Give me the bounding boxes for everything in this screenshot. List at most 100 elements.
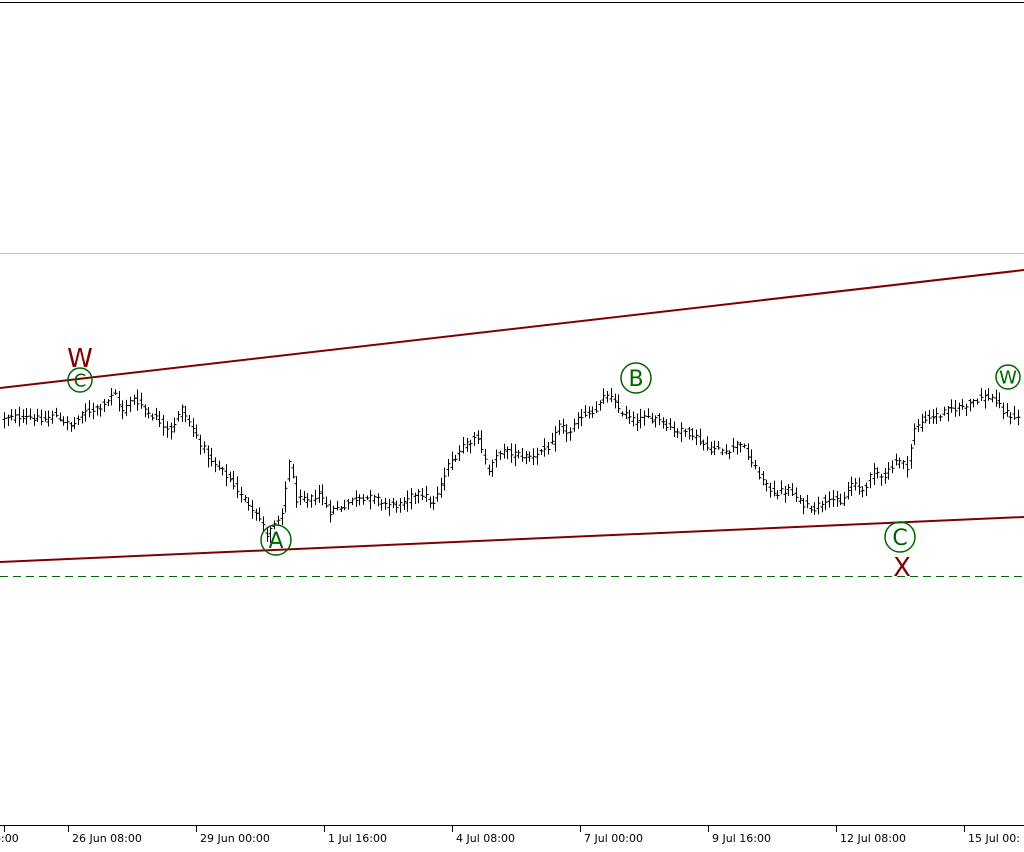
ohlc-bar xyxy=(476,430,481,444)
ohlc-bar xyxy=(709,441,714,455)
ohlc-bar xyxy=(387,499,392,516)
ohlc-bar xyxy=(550,432,555,445)
ohlc-bar xyxy=(553,426,558,452)
ohlc-bar xyxy=(165,421,170,438)
ohlc-bar xyxy=(923,411,928,424)
ohlc-bar xyxy=(46,410,51,427)
ohlc-bar xyxy=(268,526,273,543)
ohlc-bar xyxy=(561,418,566,434)
ohlc-bar xyxy=(986,388,991,401)
ohlc-bar xyxy=(868,472,873,489)
ohlc-bar xyxy=(816,496,821,515)
ohlc-bar xyxy=(809,505,814,513)
ohlc-bar xyxy=(627,409,632,424)
ohlc-bar xyxy=(942,406,947,416)
ohlc-bar xyxy=(83,403,88,422)
ohlc-bar xyxy=(905,456,910,478)
ohlc-bar xyxy=(98,403,103,417)
ohlc-bar xyxy=(535,447,540,465)
ohlc-bar xyxy=(675,428,680,438)
ohlc-bar xyxy=(139,392,144,409)
x-tick-label: 29 Jun 00:00 xyxy=(200,832,270,845)
ohlc-bar xyxy=(513,444,518,467)
ohlc-bar xyxy=(779,480,784,495)
ohlc-bar xyxy=(91,402,96,420)
ohlc-bar xyxy=(916,418,921,433)
ohlc-bar xyxy=(794,487,799,502)
ohlc-bar xyxy=(638,408,643,429)
ohlc-bar xyxy=(276,515,281,527)
ohlc-bar xyxy=(1012,405,1017,420)
ohlc-bar xyxy=(498,450,503,461)
ohlc-bar xyxy=(668,418,673,430)
ohlc-bar xyxy=(738,442,743,453)
ohlc-bar xyxy=(61,416,66,426)
ohlc-bar xyxy=(169,422,174,440)
ohlc-bar xyxy=(731,438,736,453)
ohlc-bar xyxy=(909,444,914,469)
ohlc-bar xyxy=(620,411,625,417)
ohlc-bar xyxy=(146,407,151,419)
ohlc-bar xyxy=(246,497,251,511)
ohlc-bar xyxy=(716,441,721,450)
ohlc-bar xyxy=(757,466,762,480)
ohlc-bar xyxy=(283,481,288,513)
upper-channel-line xyxy=(0,269,1024,389)
ohlc-bar xyxy=(324,496,329,508)
ohlc-bar xyxy=(424,485,429,502)
ohlc-bar xyxy=(490,459,495,478)
x-axis-ticks: 6:00 26 Jun 08:00 29 Jun 00:00 1 Jul 16:00 4… xyxy=(0,826,1020,845)
svg-text:W: W xyxy=(999,367,1017,388)
ohlc-bar xyxy=(653,415,658,428)
ohlc-bar xyxy=(587,406,592,419)
ohlc-bar xyxy=(694,429,699,446)
ohlc-bar xyxy=(901,459,906,470)
ohlc-bar xyxy=(2,412,7,429)
ohlc-bar xyxy=(927,409,932,424)
ohlc-bar xyxy=(975,398,980,405)
ohlc-bar xyxy=(457,445,462,462)
ohlc-bar xyxy=(812,502,817,515)
ohlc-bar xyxy=(257,507,262,522)
ohlc-bar xyxy=(679,422,684,442)
ohlc-bar xyxy=(842,491,847,507)
ohlc-bar xyxy=(768,482,773,498)
wave-label-a: A xyxy=(260,524,292,556)
wave-label-b: B xyxy=(620,362,652,394)
ohlc-bar xyxy=(505,446,510,460)
ohlc-bar xyxy=(564,424,569,442)
ohlc-bar xyxy=(365,495,370,500)
svg-text:X: X xyxy=(893,553,911,583)
ohlc-bar xyxy=(579,408,584,427)
wave-label-x: X xyxy=(893,553,911,583)
ohlc-bar xyxy=(971,398,976,408)
ohlc-bar xyxy=(546,441,551,455)
ohlc-bar xyxy=(453,454,458,462)
ohlc-bar xyxy=(860,486,865,498)
ohlc-bar xyxy=(442,467,447,491)
ohlc-bar xyxy=(106,399,111,407)
ohlc-bar xyxy=(183,405,188,423)
ohlc-bar xyxy=(479,430,484,454)
ohlc-bar xyxy=(298,489,303,505)
ohlc-bar xyxy=(409,488,414,510)
ohlc-bar xyxy=(872,463,877,485)
ohlc-bar xyxy=(790,483,795,497)
svg-text:W: W xyxy=(67,344,93,374)
ohlc-bar xyxy=(302,490,307,502)
ohlc-bar xyxy=(846,481,851,500)
ohlc-bar xyxy=(50,410,55,424)
ohlc-bar xyxy=(6,414,11,427)
ohlc-bar xyxy=(328,500,333,523)
ohlc-bar xyxy=(58,412,63,422)
ohlc-bar xyxy=(705,436,710,451)
ohlc-bar xyxy=(154,407,159,421)
ohlc-bar xyxy=(313,489,318,505)
ohlc-bar xyxy=(883,468,888,484)
ohlc-bar xyxy=(398,498,403,513)
ohlc-bar xyxy=(964,403,969,417)
ohlc-bar xyxy=(920,413,925,432)
ohlc-bar xyxy=(786,484,791,496)
ohlc-bar xyxy=(516,450,521,459)
